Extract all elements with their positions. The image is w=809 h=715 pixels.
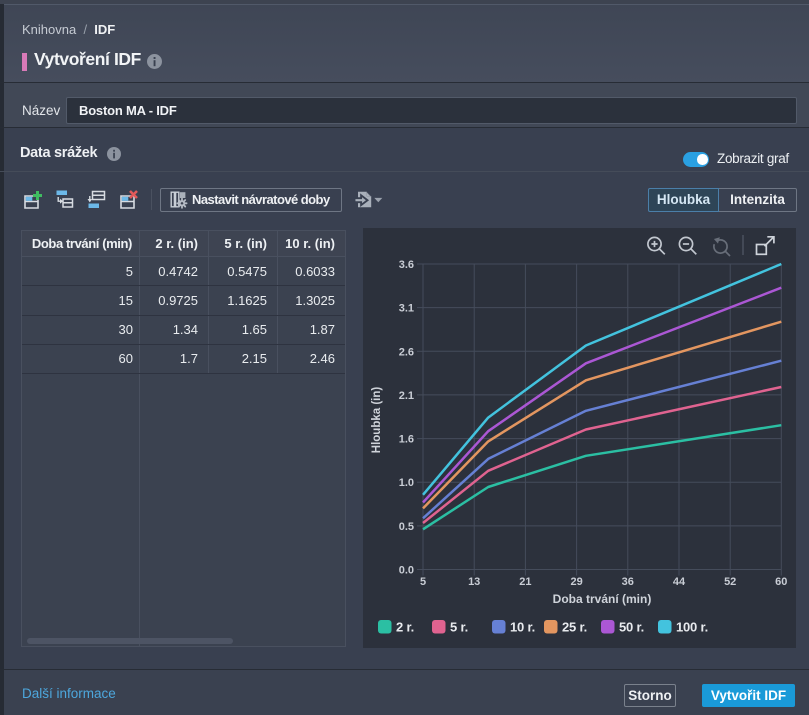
svg-text:13: 13 <box>468 576 480 588</box>
svg-text:29: 29 <box>570 576 582 588</box>
svg-text:44: 44 <box>673 576 686 588</box>
svg-text:10 r.: 10 r. <box>510 620 535 635</box>
svg-text:0.0: 0.0 <box>399 565 414 577</box>
svg-text:Hloubka (in): Hloubka (in) <box>371 387 383 454</box>
svg-text:3.1: 3.1 <box>399 303 414 315</box>
svg-text:2.6: 2.6 <box>399 346 414 358</box>
svg-text:100 r.: 100 r. <box>676 620 708 635</box>
svg-text:60: 60 <box>775 576 787 588</box>
svg-text:1.6: 1.6 <box>399 434 414 446</box>
svg-text:25 r.: 25 r. <box>562 620 587 635</box>
svg-text:Doba trvání (min): Doba trvání (min) <box>553 592 652 606</box>
svg-text:1.0: 1.0 <box>399 477 414 489</box>
svg-text:5 r.: 5 r. <box>450 620 468 635</box>
svg-text:0.5: 0.5 <box>399 521 414 533</box>
svg-text:2.1: 2.1 <box>399 390 414 402</box>
svg-text:52: 52 <box>724 576 736 588</box>
svg-text:50 r.: 50 r. <box>619 620 644 635</box>
svg-text:21: 21 <box>519 576 531 588</box>
svg-text:3.6: 3.6 <box>399 259 414 271</box>
svg-text:36: 36 <box>622 576 634 588</box>
svg-text:2 r.: 2 r. <box>396 620 414 635</box>
svg-text:5: 5 <box>420 576 426 588</box>
